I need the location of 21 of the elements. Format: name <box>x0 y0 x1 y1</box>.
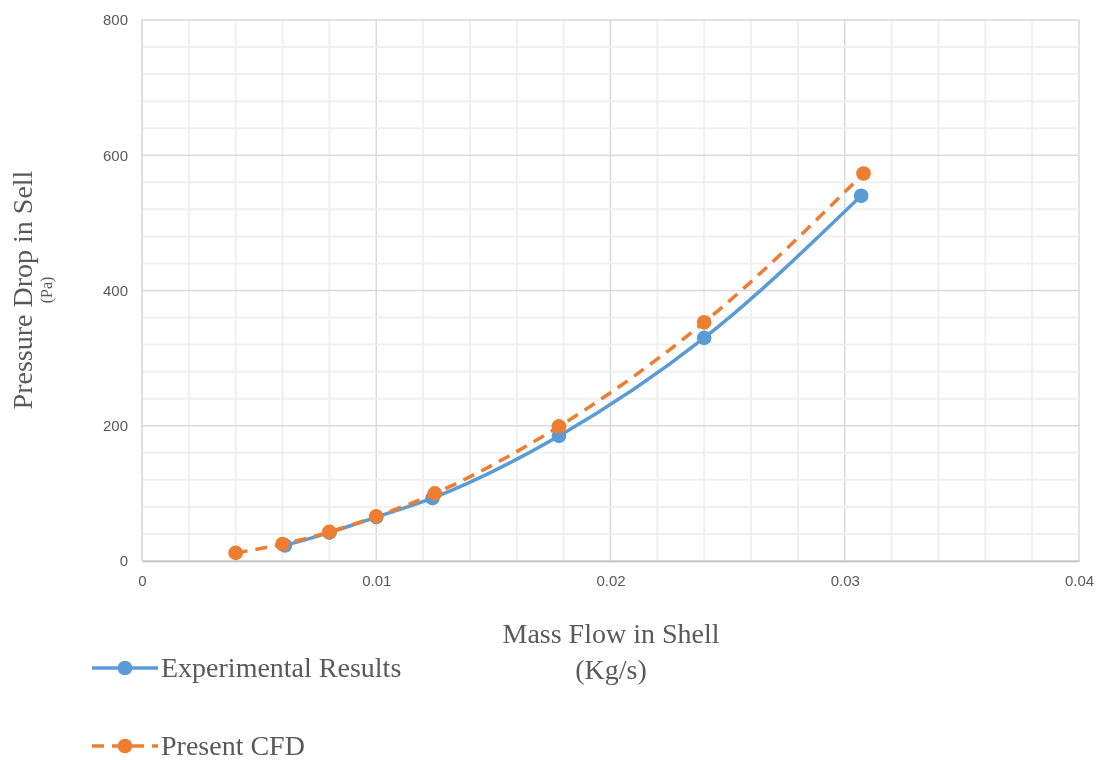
x-axis-title: Mass Flow in Shell (Kg/s) <box>502 618 720 685</box>
point <box>551 419 567 434</box>
x-tick-label: 0.03 <box>830 571 860 589</box>
y-tick-label: 600 <box>102 146 128 164</box>
point <box>853 188 869 204</box>
x-tick-label: 0.02 <box>596 571 626 589</box>
y-axis-title: Pressure Drop in Sell (Pa) <box>7 170 56 410</box>
x-tick-label: 0.04 <box>1064 571 1095 589</box>
y-tick-label: 0 <box>119 552 128 570</box>
y-tick-label: 200 <box>102 417 128 435</box>
x-tick-label: 0 <box>138 571 147 589</box>
x-tick-label: 0.01 <box>362 571 392 589</box>
point <box>696 314 712 330</box>
y-tick-label: 800 <box>102 11 128 29</box>
point <box>228 545 244 561</box>
point <box>696 330 712 346</box>
legend-label: Present CFD <box>161 730 305 760</box>
legend-label: Experimental Results <box>161 652 402 683</box>
point <box>427 486 443 501</box>
point <box>856 166 871 181</box>
y-tick-label: 400 <box>102 281 128 299</box>
